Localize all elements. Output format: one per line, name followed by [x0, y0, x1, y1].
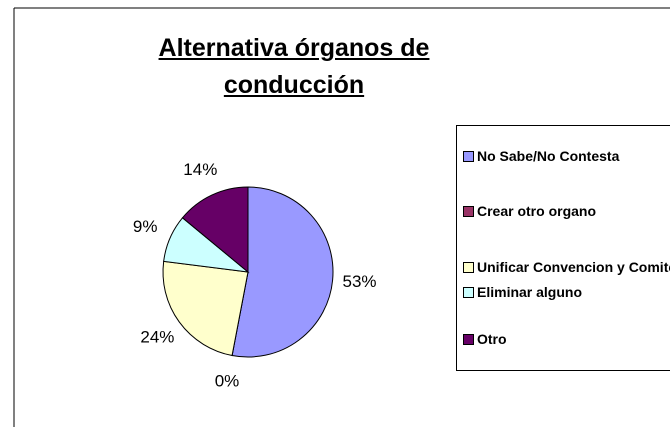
legend-swatch [463, 262, 474, 273]
legend-swatch [463, 334, 474, 345]
data-label: 0% [215, 372, 240, 391]
data-label: 9% [133, 217, 158, 236]
legend-entry: Unificar Convencion y Comite [463, 259, 670, 275]
legend-entry: Eliminar alguno [463, 284, 670, 300]
legend-label: Eliminar alguno [477, 284, 583, 300]
data-label: 53% [342, 272, 376, 291]
pie-slice [231, 186, 334, 358]
legend-label: Unificar Convencion y Comite [477, 259, 670, 275]
data-label: 14% [183, 160, 217, 179]
legend-label: Otro [477, 331, 507, 347]
pie-slice [162, 260, 249, 357]
legend-label: Crear otro organo [477, 203, 597, 219]
pie-slice [181, 186, 249, 274]
data-label: 24% [140, 327, 174, 346]
legend-swatch [463, 287, 474, 298]
legend-entry: Crear otro organo [463, 203, 670, 219]
legend-swatch [463, 206, 474, 217]
legend-entry: Otro [463, 331, 670, 347]
legend-entry: No Sabe/No Contesta [463, 148, 670, 164]
legend-swatch [463, 151, 474, 162]
chart-title: Alternativa órganos de conducción [158, 34, 430, 99]
legend: No Sabe/No Contesta Crear otro organo Unif… [456, 125, 670, 371]
legend-label: No Sabe/No Contesta [477, 148, 620, 164]
